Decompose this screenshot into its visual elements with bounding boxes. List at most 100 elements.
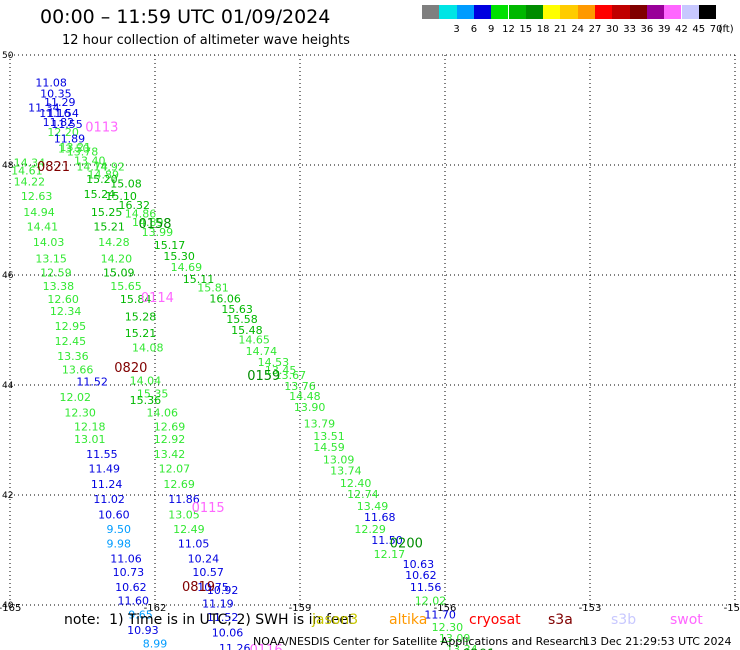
wave-height-point: 13.50 [58, 143, 90, 156]
footnote: note: 1) Time is in UTC; 2) SWH is in fe… [64, 612, 354, 628]
color-scale-label: 21 [554, 24, 567, 35]
wave-height-point: 14.34 [14, 156, 46, 169]
color-scale-swatch [456, 5, 474, 19]
y-tick-label: 46 [2, 271, 14, 281]
color-scale-swatch [473, 5, 492, 19]
wave-height-point: 14.92 [93, 161, 125, 174]
wave-height-point: 10.75 [197, 581, 229, 594]
wave-height-point: 11.68 [364, 511, 396, 524]
legend-s3a: s3a [548, 612, 573, 628]
x-tick-label: -153 [579, 603, 602, 614]
wave-height-point: 13.40 [74, 155, 106, 168]
wave-height-point: 11.16 [39, 107, 71, 120]
wave-height-point: 15.24 [84, 188, 116, 201]
color-scale-swatch [491, 5, 509, 19]
wave-height-point: 13.34 [446, 643, 478, 650]
wave-height-point: 15.28 [125, 310, 157, 323]
track-time-label: 0113 [85, 121, 118, 136]
wave-height-point: 11.52 [76, 376, 108, 389]
wave-height-point: 11.54 [47, 107, 79, 120]
wave-height-point: 13.05 [168, 508, 200, 521]
wave-height-point: 11.19 [202, 597, 234, 610]
y-tick-label: 50 [2, 51, 14, 61]
wave-height-point: 14.53 [258, 356, 290, 369]
legend-jason3: jason3 [312, 612, 359, 628]
wave-height-point: 12.29 [354, 523, 386, 536]
legend-altika: altika [389, 612, 428, 628]
wave-height-point: 14.94 [23, 206, 55, 219]
wave-height-point: 14.22 [14, 176, 46, 189]
color-scale-swatch [422, 5, 440, 19]
chart-subtitle: 12 hour collection of altimeter wave hei… [62, 33, 350, 48]
color-scale-label: 12 [502, 24, 515, 35]
x-tick-label: -162 [144, 603, 167, 614]
wave-height-point: 12.60 [47, 293, 79, 306]
wave-height-point: 11.50 [371, 534, 403, 547]
track-labels: 0113 0821 0158 0114 0820 0159 0115 0200 0819 0116… [37, 121, 495, 650]
wave-height-point: 11.55 [51, 118, 83, 131]
track-time-label: 0200 [390, 536, 423, 551]
wave-height-point: 11.26 [219, 642, 251, 650]
wave-height-point: 11.86 [168, 493, 200, 506]
wave-height-point: 11.06 [110, 552, 142, 565]
wave-height-point: 15.20 [86, 173, 118, 186]
wave-height-point: 15.10 [105, 190, 137, 203]
wave-height-point: 13.15 [35, 253, 67, 266]
color-scale-label: 33 [623, 24, 636, 35]
y-tick-label: 42 [2, 491, 13, 501]
color-scale-swatch [525, 5, 544, 19]
wave-height-point: 12.02 [415, 595, 447, 608]
wave-height-point: 15.30 [163, 250, 195, 263]
wave-height-point: 16.06 [209, 293, 241, 306]
wave-height-point: 14.06 [147, 407, 179, 420]
wave-height-point: 12.69 [154, 420, 186, 433]
color-scale-swatch [508, 5, 526, 19]
legend-cryosat: cryosat [469, 612, 521, 628]
wave-height-point: 15.48 [231, 324, 263, 337]
wave-height-point: 14.48 [289, 390, 321, 403]
track-time-label: 0819 [182, 580, 215, 595]
wave-height-point: 13.79 [304, 418, 336, 431]
wave-height-point: 8.99 [143, 638, 168, 650]
wave-height-point: 9.50 [107, 523, 132, 536]
wave-height-point: 14.41 [27, 221, 59, 234]
wave-height-point: 16.32 [118, 199, 150, 212]
wave-height-point: 12.30 [432, 621, 464, 634]
track-time-label: 0114 [141, 291, 174, 306]
wave-height-point: 14.86 [125, 207, 157, 220]
wave-height-point: 11.89 [54, 133, 86, 146]
wave-height-point: 12.34 [50, 305, 82, 318]
wave-height-point: 10.73 [113, 566, 145, 579]
wave-height-point: 10.63 [403, 558, 435, 571]
wave-height-point: 11.60 [118, 595, 150, 608]
wave-height-point: 10.62 [405, 569, 437, 582]
wave-height-point: 14.59 [313, 441, 345, 454]
chart-title: 00:00 – 11:59 UTC 01/09/2024 [40, 6, 331, 28]
wave-height-point: 12.69 [163, 478, 195, 491]
wave-height-point: 15.09 [103, 266, 135, 279]
wave-height-point: 15.65 [110, 280, 142, 293]
wave-height-point: 9.65 [128, 608, 153, 621]
color-scale-label: 9 [488, 24, 495, 35]
wave-height-point: 13.09 [439, 632, 471, 645]
color-scale-swatch [595, 5, 613, 19]
created-timestamp: 13 Dec 21:29:53 UTC 2024 [583, 635, 732, 648]
wave-height-point: 13.51 [313, 430, 345, 443]
track-time-label: 0115 [192, 501, 225, 516]
legend-s3b: s3b [611, 612, 637, 628]
wave-height-point: 13.66 [62, 364, 94, 377]
track-time-label: 0159 [247, 369, 280, 384]
color-scale-label: 42 [675, 24, 688, 35]
wave-height-point: 12.02 [60, 391, 92, 404]
x-tick-label: -156 [434, 603, 457, 614]
wave-height-point: 15.17 [154, 239, 186, 252]
color-scale-label: 3 [453, 24, 460, 35]
wave-height-point: 12.17 [374, 548, 406, 561]
color-scale-label: 39 [657, 24, 671, 35]
wave-height-point: 12.49 [173, 523, 205, 536]
color-scale-label: 45 [692, 24, 706, 35]
wave-height-point: 13.78 [67, 145, 99, 158]
x-tick-label: -159 [289, 603, 312, 614]
color-scale-label: 70 [709, 24, 723, 35]
